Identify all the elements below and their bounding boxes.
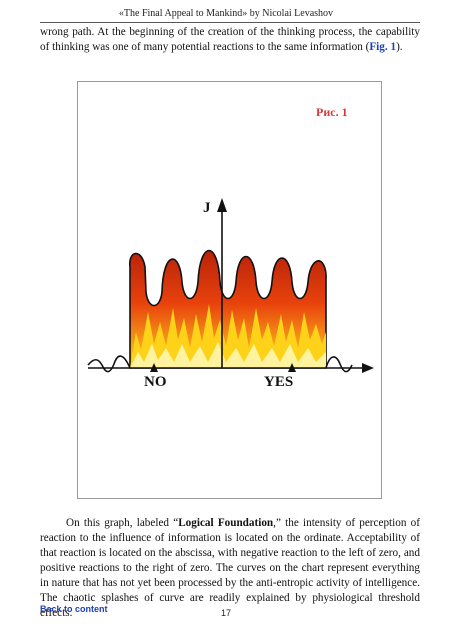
y-axis-label: J	[203, 200, 211, 216]
paragraph-explanation-text: ,” the intensity of perception of reacti…	[40, 517, 420, 619]
curve-left-tail	[87, 355, 131, 373]
paragraph-intro: wrong path. At the beginning of the crea…	[40, 25, 420, 55]
header-divider	[40, 22, 420, 23]
figure-label: Рис. 1	[316, 105, 348, 119]
yes-marker-icon	[288, 363, 296, 372]
running-header: «The Final Appeal to Mankind» by Nicolai…	[118, 8, 334, 19]
y-axis-arrow-icon	[217, 198, 227, 212]
paragraph-intro-text: wrong path. At the beginning of the crea…	[40, 26, 420, 53]
page-number: 17	[220, 608, 231, 618]
figure-reference-link[interactable]: Fig. 1	[369, 41, 397, 53]
paragraph-intro-end: ).	[396, 41, 403, 53]
curve-right-tail	[325, 356, 353, 373]
paragraph-explanation-intro: On this graph, labeled “	[66, 517, 179, 529]
logical-foundation-illustration: J NO YES	[87, 198, 374, 390]
no-marker-icon	[150, 363, 158, 372]
back-to-content-link[interactable]: Back to content	[40, 604, 108, 614]
figure-1: Рис. 1	[77, 81, 382, 499]
x-axis-arrow-icon	[362, 363, 374, 373]
paragraph-explanation-bold: Logical Foundation	[178, 517, 274, 529]
paragraph-explanation: On this graph, labeled “Logical Foundati…	[40, 516, 420, 621]
no-label: NO	[144, 374, 167, 390]
yes-label: YES	[264, 374, 293, 390]
flame-tongues	[130, 304, 326, 368]
